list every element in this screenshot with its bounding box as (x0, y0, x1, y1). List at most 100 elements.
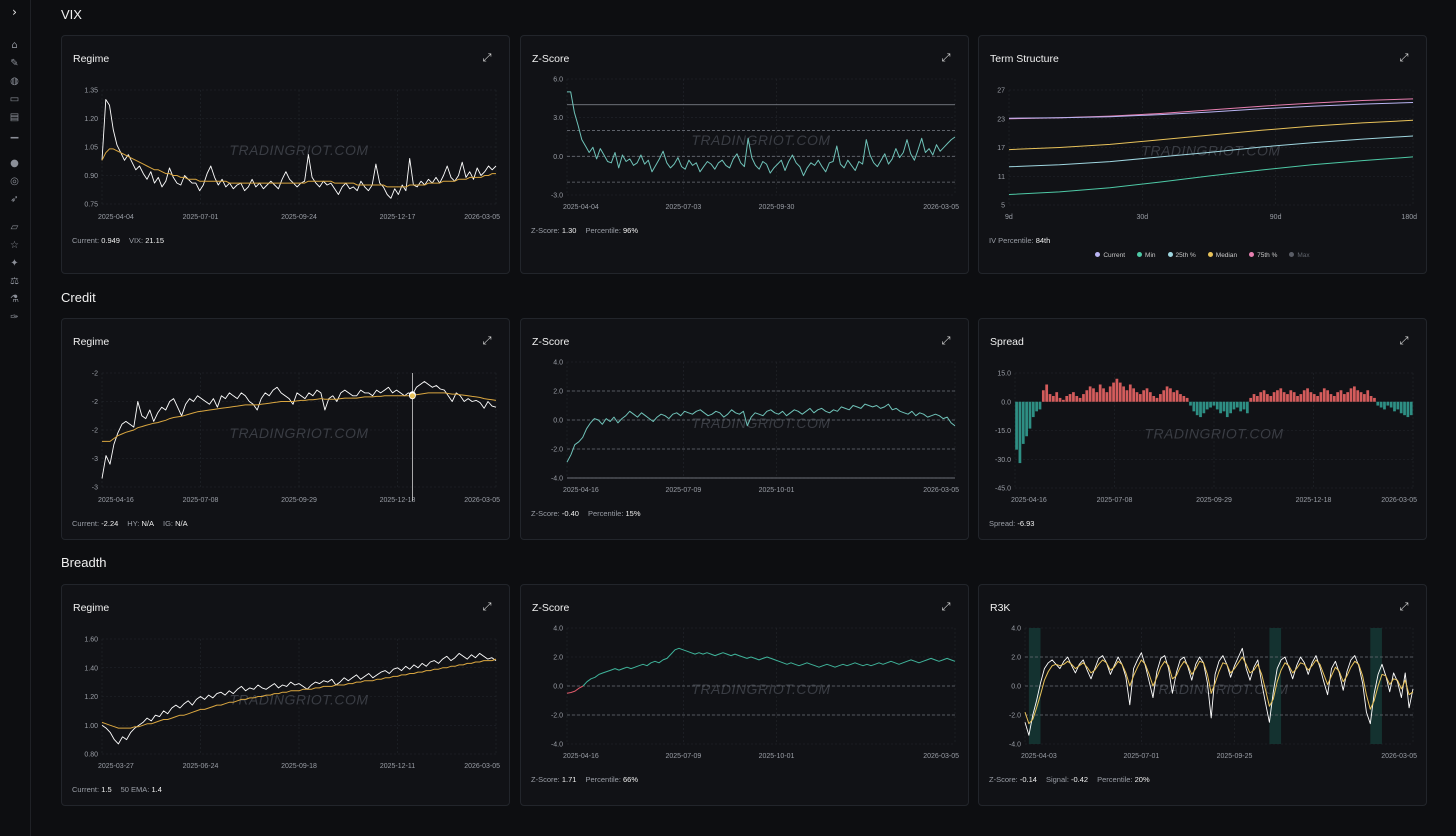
x-tick-label: 2026-03-05 (923, 204, 959, 211)
card-title: Term Structure (990, 53, 1059, 65)
spread-bar (1088, 386, 1092, 402)
stat-value: 66% (623, 775, 639, 784)
spread-bar (1082, 394, 1085, 402)
section-title-credit: Credit (61, 290, 96, 305)
watermark: TRADINGRIOT.COM (1144, 426, 1283, 442)
spread-bar (1189, 401, 1192, 406)
series-line-1 (101, 148, 496, 188)
spread-bar (1038, 401, 1042, 410)
expand-icon[interactable]: ⤢ (482, 600, 492, 613)
spread-bar (1383, 401, 1386, 410)
y-tick-label: 1.20 (84, 116, 98, 123)
stat-value: 1.30 (561, 226, 577, 235)
spread-bar (1396, 401, 1400, 410)
flask-icon[interactable]: ⚗ (10, 294, 19, 305)
spread-bar (1045, 384, 1049, 402)
x-tick-label: 2026-03-05 (464, 497, 500, 504)
pencil-icon[interactable]: ✎ (10, 58, 19, 69)
legend-swatch (1289, 252, 1295, 257)
globe-icon[interactable]: ◍ (10, 76, 19, 87)
stat-value: -0.14 (1019, 775, 1037, 784)
stat-label: Z-Score: (531, 509, 560, 518)
spread-bar (1366, 390, 1370, 402)
spread-bar (1205, 401, 1209, 410)
expand-icon[interactable]: ⤢ (941, 334, 951, 347)
spread-bar (1225, 401, 1229, 418)
x-tick-label: 2025-12-11 (380, 763, 415, 770)
x-tick-label: 2025-09-29 (1196, 497, 1232, 504)
expand-icon[interactable]: ⤢ (482, 334, 492, 347)
spread-bar (1092, 388, 1095, 402)
expand-icon[interactable]: ⤢ (1399, 600, 1409, 613)
spread-bar (1363, 394, 1366, 402)
expand-icon[interactable]: ⤢ (941, 600, 951, 613)
legend-item[interactable]: 75th % (1249, 252, 1277, 259)
folder-icon[interactable]: ▱ (10, 222, 19, 233)
x-tick-label: 2025-04-04 (98, 214, 134, 221)
legend-item[interactable]: Min (1137, 252, 1156, 259)
expand-icon[interactable]: ⤢ (1399, 51, 1409, 64)
spread-bar (1219, 401, 1222, 414)
expand-icon[interactable]: ⤢ (1399, 334, 1409, 347)
book-icon[interactable]: ▭ (9, 94, 20, 105)
card-title: R3K (990, 602, 1011, 614)
spread-bar (1085, 390, 1089, 402)
spread-bar (1409, 401, 1413, 416)
newspaper-icon[interactable]: ▤ (9, 112, 20, 123)
stat-value: 1.71 (561, 775, 577, 784)
x-tick-label: 2025-07-01 (183, 214, 219, 221)
spread-bar (1373, 397, 1376, 402)
legend-item[interactable]: Median (1207, 252, 1238, 259)
chart-bars-icon[interactable]: ▁ (10, 128, 19, 139)
expand-icon[interactable]: ⤢ (941, 51, 951, 64)
stat-value: 15% (625, 509, 641, 518)
x-tick-label: 2025-04-16 (563, 753, 599, 760)
stat-label: 50 EMA: (120, 785, 150, 794)
x-tick-label: 2025-04-03 (1021, 753, 1057, 760)
legend-item[interactable]: Max (1289, 252, 1310, 259)
stats-line: Z-Score: -0.14 Signal: -0.42 Percentile: 2… (989, 775, 1150, 784)
spread-bar (1112, 382, 1115, 402)
spread-bar (1356, 390, 1360, 402)
spread-bar (1352, 386, 1356, 402)
legend-item[interactable]: Current (1095, 252, 1125, 259)
spread-bar (1145, 388, 1149, 402)
apple-icon[interactable]: ● (10, 158, 19, 169)
spread-bar (1332, 396, 1336, 402)
series-line-0 (567, 91, 956, 177)
stats-line: IV Percentile: 84th (989, 236, 1050, 245)
legend-label: Current (1103, 252, 1126, 259)
spread-bar (1055, 392, 1059, 402)
y-tick-label: -3 (92, 456, 98, 463)
wrench-icon[interactable]: ✑ (10, 312, 19, 323)
y-tick-label: 0.0 (553, 418, 563, 425)
x-tick-label: 2025-09-25 (1217, 753, 1253, 760)
watermark: TRADINGRIOT.COM (229, 425, 368, 441)
watermark: TRADINGRIOT.COM (691, 415, 830, 431)
spread-bar (1276, 390, 1279, 402)
legend-label: Min (1145, 252, 1156, 259)
expand-icon[interactable]: ⤢ (482, 51, 492, 64)
x-tick-label: 2026-03-05 (464, 763, 500, 770)
y-tick-label: 1.35 (84, 88, 98, 95)
spread-bar (1393, 401, 1396, 412)
card-breadth-zscore: Z-Score ⤢ 4.0 2.0 0.0 -2.0 -4.0 2025-04-16 2025-… (520, 584, 969, 806)
home-icon[interactable]: ⌂ (11, 40, 18, 51)
legend-label: Median (1215, 252, 1238, 259)
card-title: Regime (73, 53, 110, 65)
sparkles-icon[interactable]: ✦ (10, 258, 19, 269)
x-tick-label: 2025-03-27 (98, 763, 134, 770)
chevron-right-icon[interactable]: › (12, 5, 17, 19)
scale-icon[interactable]: ⚖ (10, 276, 19, 287)
card-breadth-regime: Regime ⤢ 1.60 1.40 1.20 1.00 0.80 2025-03-27 202… (61, 584, 510, 806)
star-icon[interactable]: ☆ (10, 240, 19, 251)
card-title: Regime (73, 336, 110, 348)
spread-bar (1135, 392, 1139, 402)
coin-icon[interactable]: ◎ (10, 176, 19, 187)
stat-value: -0.42 (1071, 775, 1089, 784)
x-tick-label: 2025-04-16 (98, 497, 134, 504)
rocket-icon[interactable]: ➶ (10, 194, 19, 205)
legend-item[interactable]: 25th % (1167, 252, 1196, 259)
